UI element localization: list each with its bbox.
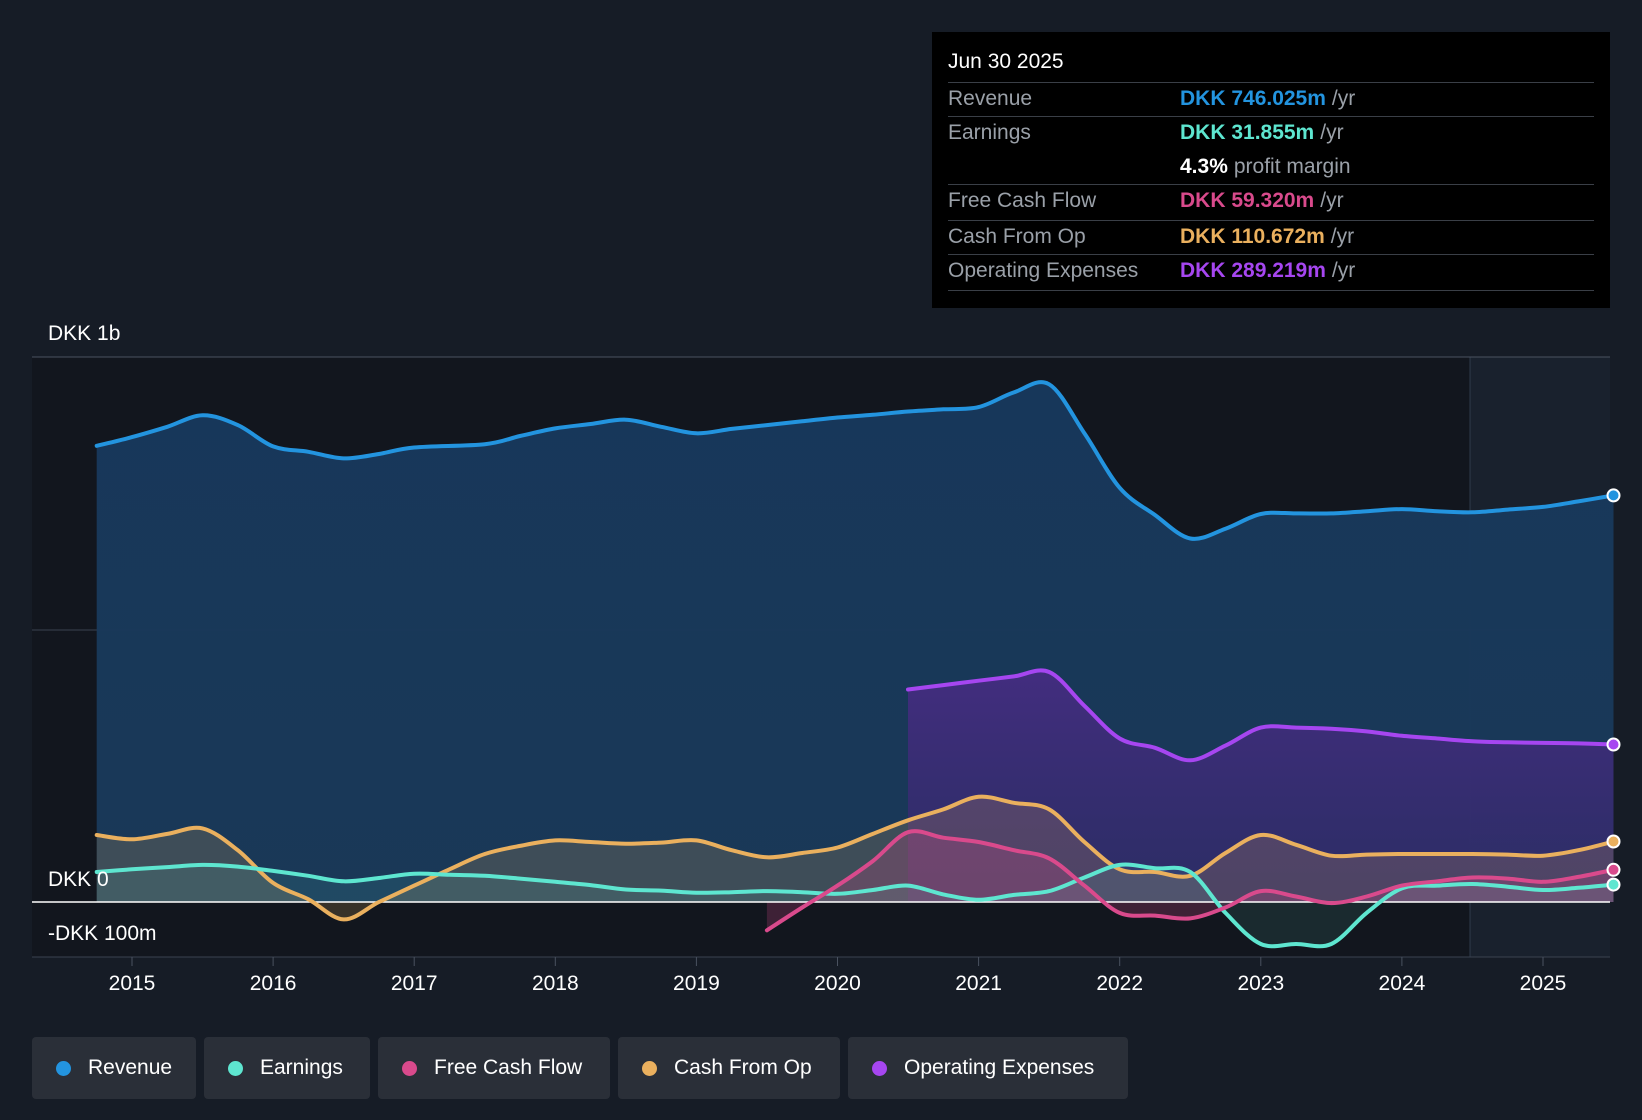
tooltip-opex-value-wrap: DKK 289.219m/yr xyxy=(1180,259,1355,283)
tooltip-fcf-value: DKK 59.320m xyxy=(1180,189,1315,212)
legend-free-cash-flow[interactable]: Free Cash Flow xyxy=(378,1037,610,1099)
line-revenue xyxy=(94,380,1616,541)
tooltip-margin-text: profit margin xyxy=(1233,155,1351,178)
end-point-operating-expenses xyxy=(1606,737,1621,752)
line-earnings xyxy=(94,862,1616,949)
chart-area: DKK 1b DKK 0 -DKK 100m 2015 2016 2017 2018 2… xyxy=(32,322,1621,995)
x-tick-label-2018: 2018 xyxy=(532,972,579,995)
end-point-cash-from-op xyxy=(1606,834,1621,849)
area-earnings xyxy=(96,864,1614,947)
tooltip-margin-wrap: 4.3% profit margin xyxy=(1180,155,1351,179)
y-label-zero: DKK 0 xyxy=(48,868,109,891)
area-free-cash-flow xyxy=(766,831,1614,931)
operating-expenses-dot-icon xyxy=(872,1060,887,1076)
x-tick-label-2016: 2016 xyxy=(250,972,297,995)
line-cash-from-op xyxy=(94,794,1616,922)
tooltip-unit: /yr xyxy=(1330,225,1355,248)
tooltip-row-fcf: Free Cash Flow DKK 59.320m/yr xyxy=(948,184,1594,219)
tooltip-unit: /yr xyxy=(1331,259,1356,282)
tooltip-row-revenue: Revenue DKK 746.025m/yr xyxy=(948,82,1594,117)
y-label-top: DKK 1b xyxy=(48,322,120,345)
legend-earnings[interactable]: Earnings xyxy=(204,1037,370,1099)
tooltip-unit: /yr xyxy=(1320,121,1344,144)
line-free-cash-flow xyxy=(764,829,1616,933)
tooltip-row-cfo: Cash From Op DKK 110.672m/yr xyxy=(948,220,1594,255)
tooltip-earnings-value-wrap: DKK 31.855m/yr xyxy=(1180,121,1344,145)
legend-revenue-label: Revenue xyxy=(88,1056,173,1079)
legend-cfo-label: Cash From Op xyxy=(674,1056,812,1079)
tooltip-opex-value: DKK 289.219m xyxy=(1180,259,1326,282)
earnings-dot-icon xyxy=(228,1060,243,1076)
tooltip-revenue-value: DKK 746.025m xyxy=(1180,87,1326,110)
x-tick-label-2017: 2017 xyxy=(391,972,438,995)
tooltip-cfo-label: Cash From Op xyxy=(948,225,1086,248)
x-tick-label-2015: 2015 xyxy=(109,972,156,995)
tooltip-unit: /yr xyxy=(1320,189,1344,212)
legend-opex-label: Operating Expenses xyxy=(904,1056,1095,1079)
y-label-bottom: -DKK 100m xyxy=(48,922,157,945)
tooltip-margin-value: 4.3% xyxy=(1180,155,1228,178)
line-operating-expenses xyxy=(906,668,1616,763)
area-cash-from-op xyxy=(96,796,1614,920)
legend-earnings-label: Earnings xyxy=(260,1056,343,1079)
cash-from-op-dot-icon xyxy=(642,1060,657,1076)
x-tick-label-2024: 2024 xyxy=(1379,972,1426,995)
tooltip-opex-label: Operating Expenses xyxy=(948,259,1139,282)
tooltip-row-earnings: Earnings DKK 31.855m/yr 4.3% profit margi… xyxy=(948,116,1594,185)
x-tick-label-2023: 2023 xyxy=(1237,972,1284,995)
x-tick-label-2022: 2022 xyxy=(1096,972,1143,995)
legend-fcf-label: Free Cash Flow xyxy=(434,1056,583,1079)
x-tick-label-2025: 2025 xyxy=(1520,972,1567,995)
tooltip: Jun 30 2025 Revenue DKK 746.025m/yr Earn… xyxy=(932,32,1610,308)
end-point-free-cash-flow xyxy=(1606,862,1621,877)
tooltip-cfo-value: DKK 110.672m xyxy=(1180,225,1325,248)
tooltip-unit: /yr xyxy=(1331,87,1356,110)
tooltip-date: Jun 30 2025 xyxy=(948,50,1064,73)
legend-operating-expenses[interactable]: Operating Expenses xyxy=(848,1037,1128,1099)
x-tick-label-2021: 2021 xyxy=(955,972,1002,995)
tooltip-revenue-value-wrap: DKK 746.025m/yr xyxy=(1180,87,1355,111)
x-tick-label-2020: 2020 xyxy=(814,972,861,995)
end-point-revenue xyxy=(1606,488,1621,503)
tooltip-cfo-value-wrap: DKK 110.672m/yr xyxy=(1180,225,1354,249)
tooltip-bottom-rule xyxy=(948,290,1594,291)
legend-revenue[interactable]: Revenue xyxy=(32,1037,196,1099)
end-point-earnings xyxy=(1606,877,1621,892)
free-cash-flow-dot-icon xyxy=(402,1060,417,1076)
tooltip-earnings-value: DKK 31.855m xyxy=(1180,121,1315,144)
x-tick-label-2019: 2019 xyxy=(673,972,720,995)
revenue-dot-icon xyxy=(56,1060,71,1076)
legend-cash-from-op[interactable]: Cash From Op xyxy=(618,1037,840,1099)
tooltip-row-opex: Operating Expenses DKK 289.219m/yr xyxy=(948,254,1594,289)
tooltip-fcf-value-wrap: DKK 59.320m/yr xyxy=(1180,189,1344,213)
tooltip-fcf-label: Free Cash Flow xyxy=(948,189,1097,212)
tooltip-earnings-label: Earnings xyxy=(948,121,1031,144)
tooltip-revenue-label: Revenue xyxy=(948,87,1033,110)
